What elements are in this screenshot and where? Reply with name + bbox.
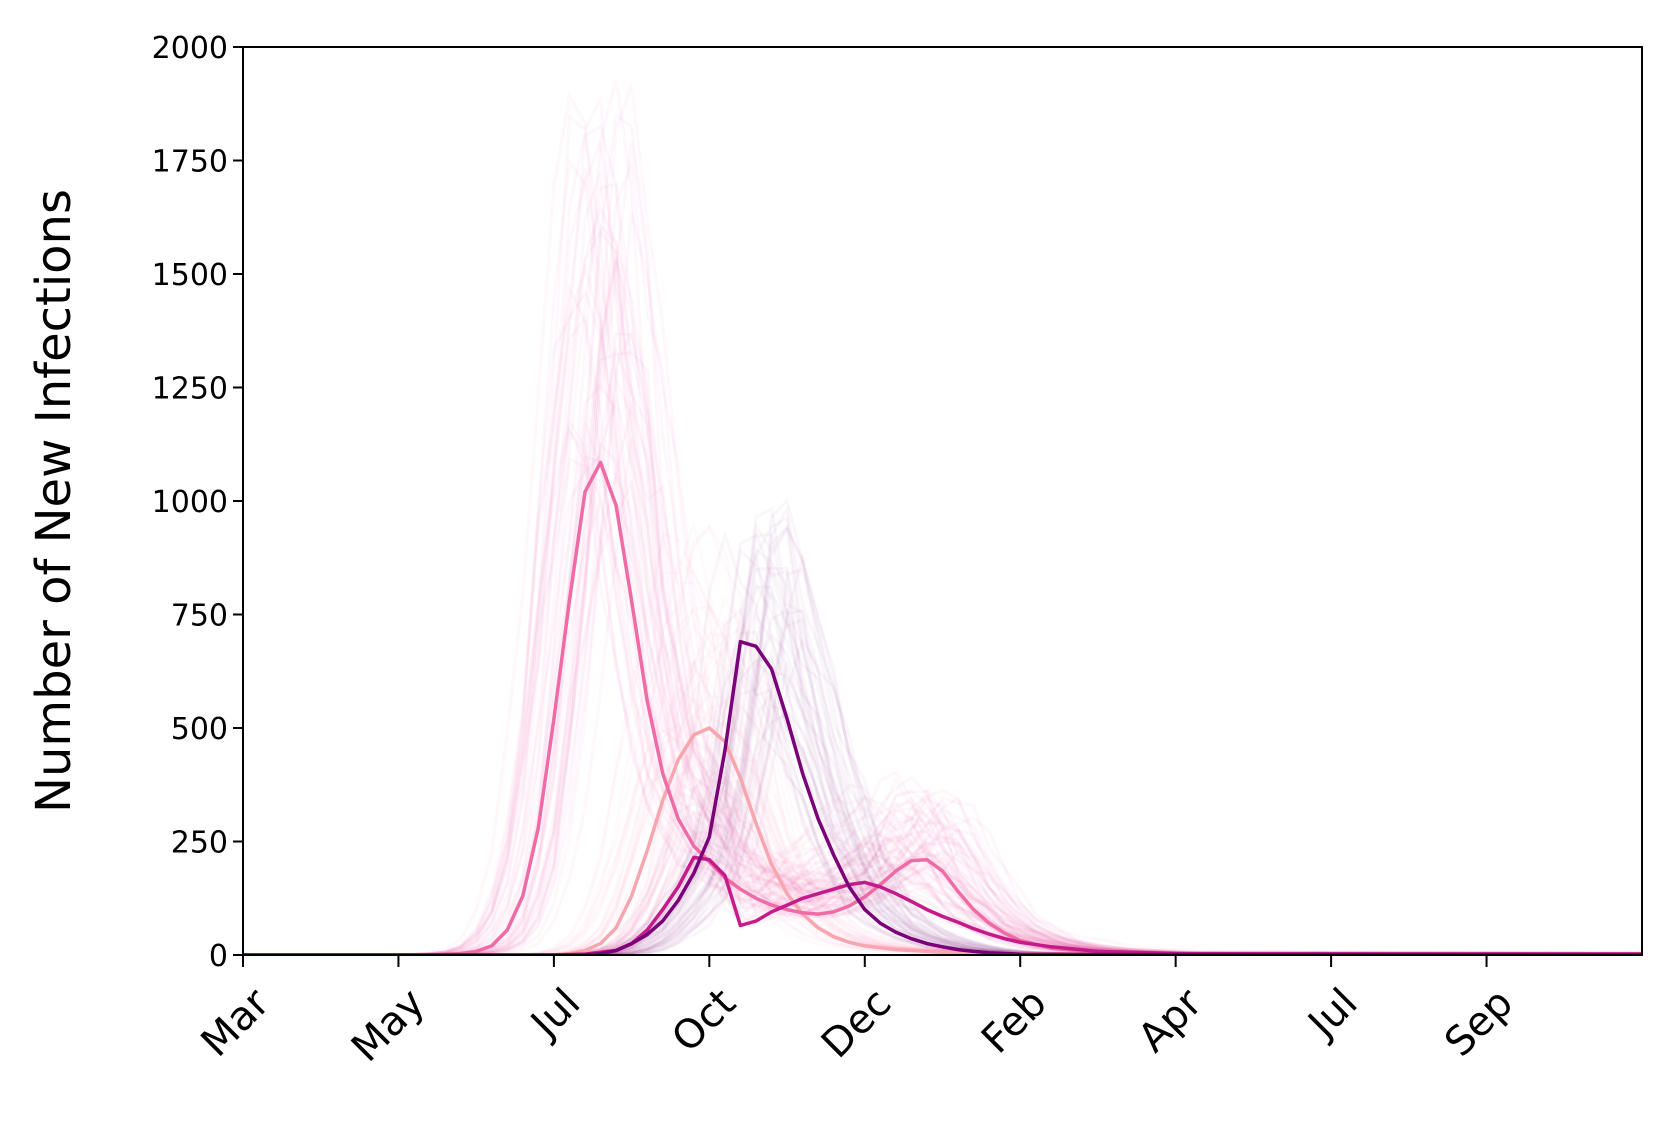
x-tick-label-4: Dec [813,980,900,1067]
y-tick-label-5: 1250 [152,372,228,407]
x-axis: Mar May Jul Oct Dec Feb Apr Jul Sep [193,955,1522,1071]
y-tick-label-2: 500 [171,712,228,747]
y-tick-label-1: 250 [171,826,228,861]
y-tick-label-8: 2000 [152,31,228,66]
x-tick-label-3: Oct [663,980,744,1061]
plot-frame [242,46,1643,956]
series-line-0 [243,460,1642,955]
series-lines [243,460,1642,955]
x-tick-label-7: Jul [1298,980,1367,1049]
x-tick-label-6: Apr [1130,980,1212,1062]
x-tick-label-0: Mar [193,980,279,1066]
simulation-line-46 [243,569,1642,955]
y-tick-label-4: 1000 [152,485,228,520]
y-tick-label-0: 0 [209,939,228,974]
series-line-3 [243,639,1642,955]
simulation-line-84 [243,568,1642,955]
x-tick-label-8: Sep [1436,980,1522,1066]
series-line-2 [243,855,1642,955]
y-tick-label-6: 1500 [152,258,228,293]
simulation-line-64 [243,572,1642,955]
y-tick-label-7: 1750 [152,145,228,180]
y-axis: 0 250 500 750 1000 1250 1500 1750 2000 [152,31,243,974]
y-axis-label: Number of New Infections [26,189,82,813]
x-tick-label-5: Feb [973,980,1056,1063]
x-tick-label-2: Jul [521,980,590,1049]
series-line-1 [243,726,1642,955]
y-tick-label-3: 750 [171,599,228,634]
x-tick-label-1: May [343,980,434,1071]
faint-simulation-lines [243,79,1642,955]
